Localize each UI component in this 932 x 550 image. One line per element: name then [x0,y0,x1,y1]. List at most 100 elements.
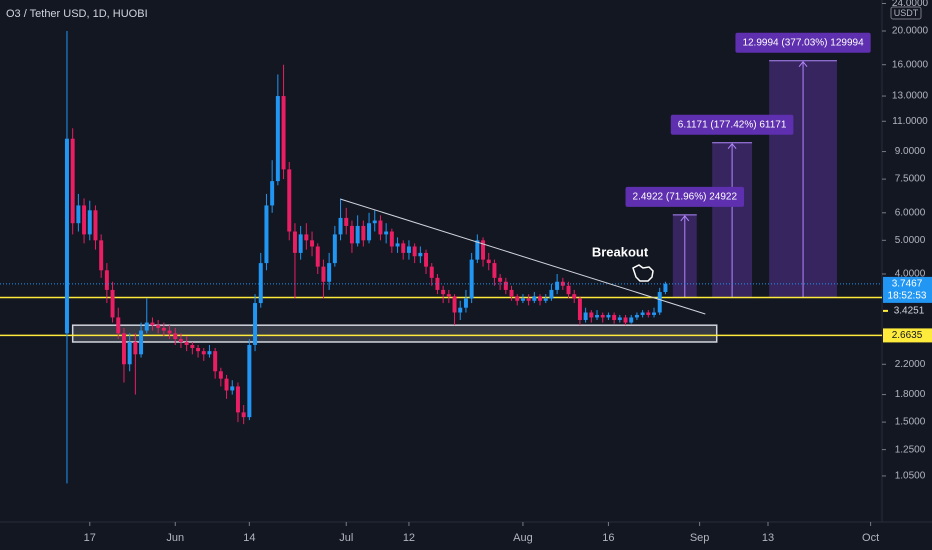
target-label: 2.4922 (71.96%) 24922 [633,192,738,203]
candle-body [663,283,668,293]
candle-body [270,181,275,206]
candle-body [241,412,246,418]
candle-body [629,317,634,323]
candle-body [435,277,440,290]
currency-label: USDT [894,8,919,18]
target-arrowhead [727,142,737,150]
candle-body [378,220,383,235]
candle-body [93,210,98,241]
candle-body [538,296,543,301]
top-layer: 2.4922 (71.96%) 24922 6.1171 (177.42%) 61… [340,32,932,343]
candle-body [127,341,132,365]
y-tick-label: 1.5000 [895,417,926,428]
candle-body [617,317,622,320]
candle-body [190,344,195,349]
candle-body [623,317,628,323]
y-tick-label: 16.0000 [892,59,929,70]
y-tick-label: 11.0000 [892,116,928,127]
candle-body [429,266,434,278]
candle-body [577,298,582,320]
candle-body [401,243,406,253]
x-tick-label: 14 [243,532,255,544]
target-arrowhead [680,215,690,222]
candle-body [549,289,554,299]
candle-body [235,386,240,413]
candle-body [492,263,497,278]
x-tick-label: Aug [513,532,533,544]
candle-body [344,217,349,226]
candle-body [367,223,372,241]
y-tick-label: 24.0000 [892,0,929,9]
candle-body [292,231,297,253]
candle-body [640,312,645,315]
candle-body [201,351,206,355]
zone-layer [71,60,837,343]
candle-body [395,243,400,247]
candle-body [196,348,201,352]
candle-body [406,246,411,253]
candle-body [520,298,525,301]
candle-body [452,296,457,313]
candle-body [634,314,639,318]
y-tick-label: 1.8000 [895,389,926,400]
candle-body [498,277,503,282]
candle-body [503,281,508,290]
candle-body [555,281,560,290]
candle-body [475,240,480,260]
candle-body [543,298,548,301]
candle-body [70,138,75,224]
candle-body [156,325,161,328]
y-tick-label: 7.5000 [895,174,926,185]
y-tick-label: 4.0000 [895,269,926,280]
x-tick-label: Oct [862,532,879,544]
candle-body [652,312,657,315]
target-arrowhead [798,60,808,68]
candle-body [657,292,662,313]
candle-body [349,225,354,244]
y-tick-label: 20.0000 [892,26,929,37]
y-tick-label: 1.2500 [895,444,926,455]
candle-body [469,259,474,299]
target-label-box [670,114,794,135]
candle-body [310,240,315,247]
candle-body [207,351,212,355]
candle-body [76,205,81,224]
candle-body [133,341,138,355]
candle-body [213,351,218,372]
candle-body [589,312,594,318]
x-tick-label: 13 [762,532,774,544]
candle-body [446,294,451,297]
trendline [340,198,706,315]
candle-body [275,96,280,182]
x-tick-label: 17 [84,532,96,544]
candle-body [64,138,69,334]
level-label: 2.6635 [892,330,923,341]
candle-body [332,234,337,264]
candle-body [167,330,172,334]
candle-body [161,327,166,331]
target-label-box [735,32,871,53]
candle-body [361,225,366,241]
candle-body [606,314,611,318]
candle-body [230,386,235,391]
candle-body [515,296,520,301]
candle-body [355,225,360,244]
candle-body [110,289,115,318]
candle-body [150,322,155,326]
level-label-box [883,328,932,343]
candle-body [463,298,468,308]
candle-body [441,289,446,295]
target-label: 6.1171 (177.42%) 61171 [678,119,787,130]
x-tick-label: Sep [690,532,710,544]
candle-body [526,298,531,301]
level-label: 3.4251 [894,306,925,317]
candle-body [99,240,104,271]
y-tick-label: 6.0000 [895,207,926,218]
candle-body [224,378,229,391]
candle-body [424,252,429,267]
candle-body [315,246,320,267]
candle-body [82,205,87,235]
candle-body [600,314,605,318]
target-label-box [625,186,745,207]
